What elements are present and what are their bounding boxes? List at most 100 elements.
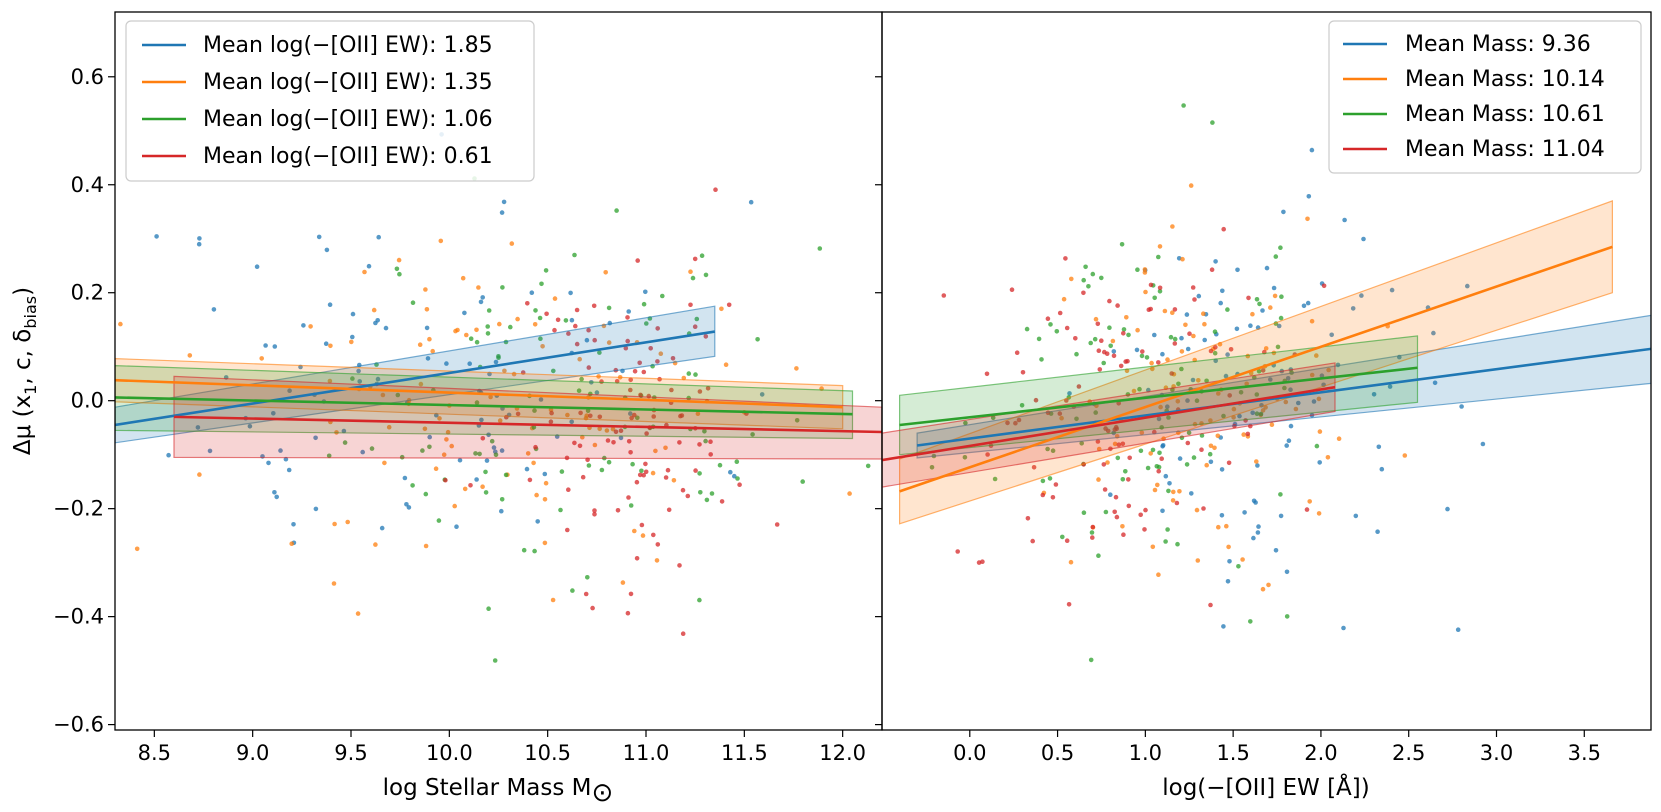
- left-series-2-point: [628, 503, 634, 508]
- right-series-2-point: [1257, 301, 1262, 307]
- left-series-3-point: [592, 337, 597, 343]
- left-y-tick-label: 0.6: [71, 65, 104, 89]
- left-series-1-point: [480, 484, 485, 490]
- right-series-1-point: [1110, 338, 1116, 344]
- left-series-2-point: [474, 400, 480, 405]
- right-series-1-point: [1158, 404, 1163, 410]
- right-series-3-point: [1053, 482, 1059, 487]
- right-series-2-point: [1138, 448, 1144, 454]
- left-series-1-point: [509, 241, 515, 246]
- left-legend-box: [125, 20, 535, 182]
- left-series-1-point: [719, 306, 724, 312]
- left-series-2-point: [532, 548, 537, 554]
- left-series-1-point: [525, 451, 531, 456]
- left-series-2-point: [420, 448, 425, 453]
- right-series-3-point: [1057, 310, 1063, 316]
- right-series-0-point: [1225, 352, 1230, 357]
- left-series-3-point: [527, 477, 533, 483]
- right-series-3-point: [1013, 420, 1018, 426]
- right-series-2-point: [1166, 415, 1171, 420]
- right-series-2-point: [1088, 340, 1093, 346]
- left-series-0-point: [480, 295, 486, 300]
- right-series-3-point: [1057, 411, 1063, 416]
- left-series-0-point: [491, 445, 497, 450]
- right-series-3-point: [1157, 285, 1163, 291]
- left-series-2-point: [735, 476, 740, 481]
- left-series-2-point: [630, 461, 635, 467]
- left-series-3-point: [574, 341, 580, 347]
- right-series-2-point: [1238, 390, 1244, 395]
- left-series-3-point: [544, 311, 549, 317]
- left-series-0-point: [375, 376, 381, 382]
- right-series-1-point: [1266, 582, 1271, 588]
- right-series-2-point: [1181, 103, 1186, 108]
- left-series-0-point: [350, 334, 355, 340]
- right-series-3-point: [1260, 368, 1266, 373]
- right-series-0-point: [1276, 323, 1282, 329]
- right-series-0-point: [1268, 377, 1273, 382]
- right-series-2-point: [1119, 242, 1125, 247]
- right-series-3-point: [1066, 602, 1072, 607]
- left-series-1-point: [502, 368, 507, 374]
- left-series-1-point: [331, 581, 337, 586]
- right-series-1-point: [1139, 430, 1145, 436]
- left-series-3-point: [639, 522, 645, 528]
- right-series-3-point: [1005, 420, 1010, 426]
- left-series-3-point: [586, 327, 591, 333]
- left-series-1-point: [552, 296, 558, 301]
- left-series-3-point: [708, 452, 713, 457]
- right-series-3-point: [1073, 336, 1078, 341]
- right-series-0-point: [1111, 349, 1117, 354]
- right-series-0-point: [1288, 423, 1294, 429]
- right-series-0-point: [1218, 300, 1223, 306]
- right-series-3-point: [1199, 447, 1204, 453]
- right-series-3-point: [1099, 338, 1104, 344]
- left-series-3-point: [634, 556, 640, 561]
- right-series-3-point: [1190, 285, 1196, 290]
- left-series-1-fit-line: [115, 378, 843, 409]
- right-series-2-point: [1175, 541, 1180, 547]
- right-series-2-point: [1254, 392, 1260, 397]
- left-legend: Mean log(−[OII] EW): 1.85 Mean log(−[OII…: [125, 20, 535, 182]
- left-series-1-point: [532, 322, 538, 327]
- left-series-2-point: [697, 597, 702, 603]
- left-series-2-point: [477, 451, 482, 457]
- right-series-1-point: [1240, 557, 1245, 562]
- right-series-2-point: [1236, 564, 1241, 569]
- right-series-3-point: [1148, 282, 1154, 288]
- left-series-2-point: [485, 324, 491, 329]
- left-series-2-point: [369, 446, 375, 451]
- left-series-3-point: [625, 610, 631, 616]
- right-series-3-point: [1192, 297, 1197, 302]
- right-series-0-point: [1309, 147, 1315, 153]
- right-series-3-point: [1095, 439, 1101, 444]
- left-series-3-point: [663, 475, 669, 480]
- left-series-0-point: [383, 325, 389, 331]
- right-series-3-fit-line: [882, 385, 1336, 462]
- right-series-1-point: [1293, 406, 1299, 412]
- right-legend-label-0: Mean Mass: 9.36: [1405, 32, 1591, 57]
- right-series-2-point: [1121, 327, 1127, 332]
- right-series-3-point: [1016, 417, 1022, 423]
- right-series-3-point: [1105, 428, 1111, 434]
- right-series-1-point: [1216, 391, 1221, 396]
- right-series-1-point: [1191, 333, 1196, 339]
- right-series-1-point: [1316, 511, 1322, 516]
- left-series-1-point: [380, 392, 386, 398]
- left-series-0-point: [379, 525, 385, 531]
- left-series-2-point: [531, 425, 537, 430]
- right-series-1-point: [1244, 381, 1249, 387]
- left-y-tick-label: −0.4: [53, 605, 104, 629]
- left-series-2-point: [558, 507, 563, 513]
- right-series-2-point: [1273, 254, 1279, 259]
- left-series-2-point: [694, 316, 700, 322]
- left-legend-label-0: Mean log(−[OII] EW): 1.85: [203, 33, 493, 58]
- left-series-1-point: [118, 321, 123, 327]
- right-legend-label-1: Mean Mass: 10.14: [1405, 67, 1605, 92]
- right-series-1-point: [1215, 433, 1221, 439]
- left-series-3-point: [597, 414, 603, 420]
- left-series-0-point: [272, 490, 277, 495]
- left-series-3-point: [637, 360, 642, 366]
- right-series-2-point: [1074, 416, 1079, 422]
- left-x-tick-label: 12.0: [819, 741, 866, 765]
